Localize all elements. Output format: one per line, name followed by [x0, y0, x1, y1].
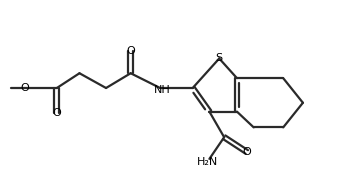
Text: O: O	[126, 46, 135, 56]
Text: O: O	[243, 147, 251, 157]
Text: H₂N: H₂N	[197, 157, 218, 167]
Text: S: S	[216, 53, 223, 64]
Text: NH: NH	[154, 85, 170, 95]
Text: O: O	[52, 108, 61, 118]
Text: O: O	[20, 83, 29, 93]
